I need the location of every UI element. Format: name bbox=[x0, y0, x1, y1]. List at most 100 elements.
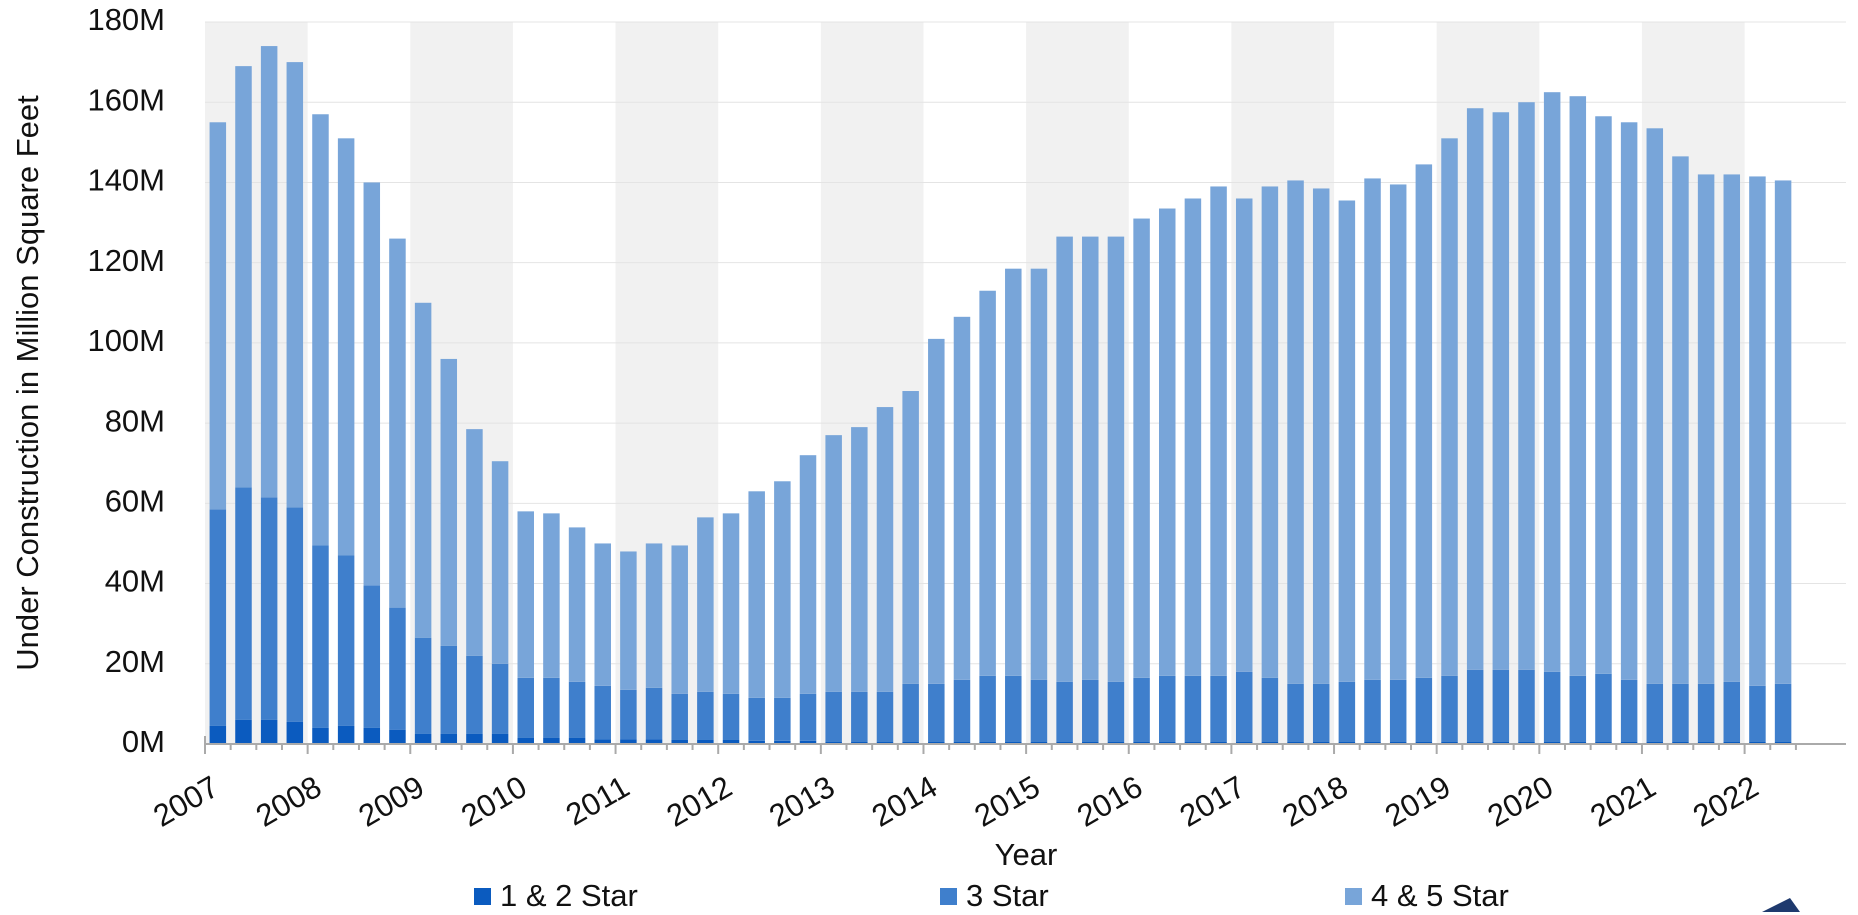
bar-segment bbox=[1774, 741, 1792, 744]
bar-segment bbox=[568, 681, 586, 738]
bar-segment bbox=[209, 725, 227, 744]
x-tick-label: 2014 bbox=[866, 769, 943, 834]
bar-segment bbox=[1107, 681, 1125, 742]
bar-segment bbox=[1210, 741, 1227, 744]
bar-segment bbox=[1774, 180, 1792, 684]
bar-segment bbox=[337, 725, 355, 744]
bar-segment bbox=[1338, 741, 1356, 744]
bar-segment bbox=[1133, 677, 1150, 742]
bar-segment bbox=[697, 517, 714, 692]
bar-segment bbox=[260, 46, 278, 498]
bar-segment bbox=[876, 741, 894, 744]
bar-segment bbox=[645, 687, 663, 740]
bar-segment bbox=[645, 543, 663, 688]
bar-segment bbox=[1749, 685, 1766, 742]
bar-segment bbox=[1235, 198, 1253, 672]
bar-segment bbox=[1005, 675, 1022, 742]
bar-segment bbox=[928, 741, 945, 744]
bar-segment bbox=[1441, 138, 1458, 676]
bar-segment bbox=[1261, 677, 1279, 742]
bar-segment bbox=[1492, 741, 1510, 744]
bar-segment bbox=[902, 391, 919, 684]
x-tick-label: 2015 bbox=[968, 769, 1045, 834]
bar-segment bbox=[1261, 186, 1279, 678]
bar-segment bbox=[1518, 669, 1535, 742]
bar-segment bbox=[491, 461, 509, 664]
bar-segment bbox=[1082, 741, 1099, 744]
bar-segment bbox=[1620, 679, 1638, 742]
bar-segment bbox=[517, 677, 534, 738]
bar-segment bbox=[1210, 186, 1227, 676]
bar-segment bbox=[1389, 679, 1407, 742]
bar-segment bbox=[1646, 128, 1664, 684]
x-tick-label: 2012 bbox=[661, 769, 738, 834]
bar-segment bbox=[1749, 741, 1766, 744]
x-tick-label: 2010 bbox=[455, 769, 532, 834]
x-tick-label: 2020 bbox=[1482, 769, 1559, 834]
bar-segment bbox=[1261, 741, 1279, 744]
bar-segment bbox=[363, 182, 381, 586]
bar-segment bbox=[799, 455, 817, 694]
legend-swatch bbox=[1345, 888, 1362, 905]
bar-segment bbox=[1312, 188, 1330, 684]
bar-segment bbox=[671, 545, 688, 694]
bar-segment bbox=[902, 683, 919, 742]
bar-segment bbox=[1389, 184, 1407, 680]
y-tick-label: 20M bbox=[105, 644, 165, 679]
bar-segment bbox=[260, 497, 278, 720]
bar-segment bbox=[491, 733, 509, 744]
bar-segment bbox=[1364, 741, 1381, 744]
bar-segment bbox=[1749, 176, 1766, 686]
bar-segment bbox=[1595, 116, 1612, 674]
bar-segment bbox=[1159, 208, 1176, 676]
x-tick-label: 2009 bbox=[353, 769, 430, 834]
bar-segment bbox=[697, 739, 714, 744]
bar-segment bbox=[1184, 675, 1202, 742]
bar-segment bbox=[1184, 741, 1202, 744]
bar-segment bbox=[389, 238, 406, 608]
x-tick-label: 2022 bbox=[1687, 769, 1764, 834]
bar-segment bbox=[1441, 675, 1458, 742]
bar-segment bbox=[1159, 741, 1176, 744]
bar-segment bbox=[1415, 164, 1433, 678]
bar-segment bbox=[1518, 741, 1535, 744]
bar-segment bbox=[825, 741, 842, 744]
bar-segment bbox=[414, 733, 432, 744]
bar-segment bbox=[1005, 741, 1022, 744]
bar-segment bbox=[1646, 683, 1664, 742]
bar-segment bbox=[235, 719, 252, 744]
bar-segment bbox=[543, 737, 560, 744]
bar-segment bbox=[928, 683, 945, 742]
bar-segment bbox=[799, 740, 817, 744]
bar-segment bbox=[1569, 96, 1587, 676]
bar-segment bbox=[568, 737, 586, 744]
bar-segment bbox=[1441, 741, 1458, 744]
bar-segment bbox=[491, 663, 509, 734]
bar-segment bbox=[209, 509, 227, 726]
bar-segment bbox=[722, 739, 740, 744]
bar-segment bbox=[1697, 683, 1715, 742]
bar-segment bbox=[902, 741, 919, 744]
bar-segment bbox=[1005, 268, 1022, 676]
bar-segment bbox=[543, 677, 560, 738]
y-tick-label: 180M bbox=[87, 2, 165, 37]
bar-segment bbox=[620, 689, 637, 740]
bar-segment bbox=[1518, 102, 1535, 670]
bar-segment bbox=[312, 545, 329, 728]
bar-segment bbox=[799, 693, 817, 741]
bar-segment bbox=[1492, 112, 1510, 670]
bar-segment bbox=[1133, 218, 1150, 678]
bar-segment bbox=[876, 407, 894, 692]
bar-segment bbox=[748, 697, 765, 741]
bar-segment bbox=[286, 62, 304, 508]
x-tick-label: 2007 bbox=[147, 769, 224, 834]
bar-segment bbox=[1082, 679, 1099, 742]
y-tick-label: 80M bbox=[105, 403, 165, 438]
bar-segment bbox=[928, 338, 945, 684]
bar-segment bbox=[671, 739, 688, 744]
bar-segment bbox=[235, 66, 252, 488]
bar-segment bbox=[722, 693, 740, 740]
bar-segment bbox=[1107, 236, 1125, 682]
bar-segment bbox=[260, 719, 278, 744]
bar-segment bbox=[774, 740, 791, 744]
